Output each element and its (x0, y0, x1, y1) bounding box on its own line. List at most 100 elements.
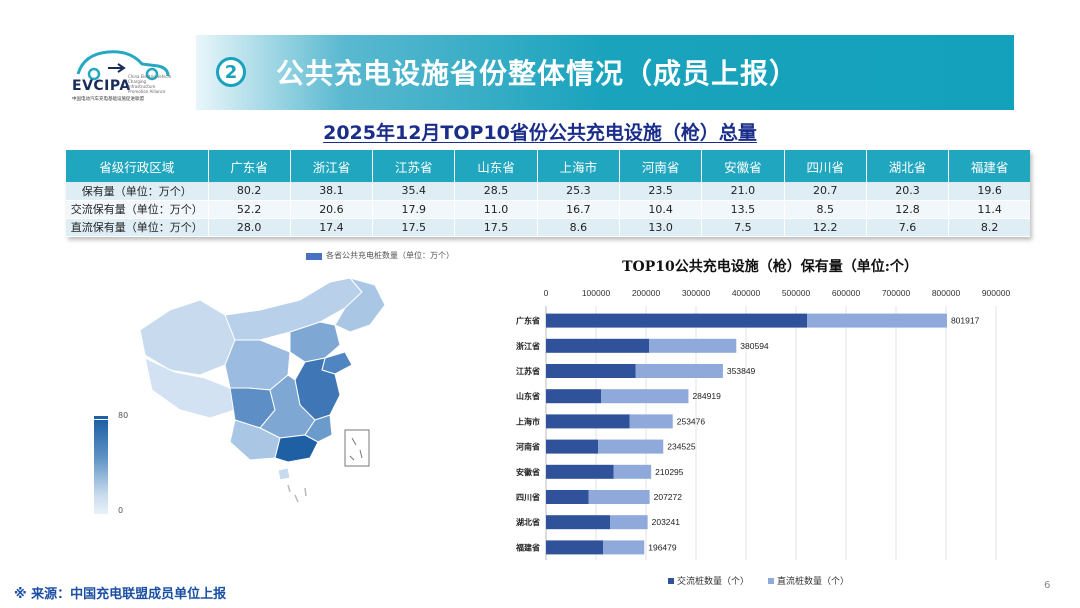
table-cell: 12.8 (866, 200, 950, 219)
table-cell: 17.4 (290, 218, 374, 237)
table-cell: 16.7 (537, 200, 620, 219)
data-label: 284919 (692, 391, 721, 401)
x-tick-label: 300000 (682, 288, 711, 298)
province-header: 河南省 (619, 150, 703, 182)
chart-title: TOP10公共充电设施（枪）保有量（单位:个） (622, 259, 918, 275)
table-cell: 28.5 (454, 182, 538, 201)
table-row: 直流保有量（单位：万个） 28.0 17.4 17.5 17.5 8.6 13.… (66, 218, 1030, 237)
province-header: 湖北省 (866, 150, 950, 182)
province-header: 广东省 (208, 150, 291, 182)
bar-dc (598, 439, 664, 454)
row-label: 保有量（单位：万个） (66, 182, 209, 201)
bar-dc (601, 389, 689, 404)
scale-min-label: 0 (118, 506, 124, 515)
table-cell: 10.4 (619, 200, 703, 219)
table-header-row: 省级行政区域 广东省 浙江省 江苏省 山东省 上海市 河南省 安徽省 四川省 湖… (66, 150, 1030, 182)
category-label: 广东省 (516, 316, 540, 326)
x-tick-label: 600000 (832, 288, 861, 298)
table-cell: 52.2 (208, 200, 291, 219)
category-label: 上海市 (516, 416, 540, 426)
table-cell: 20.6 (290, 200, 374, 219)
logo-text: EVCIPA (72, 78, 131, 94)
x-tick-label: 400000 (732, 288, 761, 298)
table-row: 交流保有量（单位：万个） 52.2 20.6 17.9 11.0 16.7 10… (66, 200, 1030, 219)
category-label: 福建省 (515, 542, 540, 552)
table-cell: 19.6 (948, 182, 1030, 201)
province-header: 浙江省 (290, 150, 374, 182)
bar-ac (546, 464, 614, 479)
bar-dc (807, 313, 947, 328)
x-tick-label: 500000 (782, 288, 811, 298)
south-sea-inset (344, 429, 370, 467)
x-tick-label: 700000 (882, 288, 911, 298)
map-region-hainan (277, 467, 291, 481)
bar-ac (546, 439, 598, 454)
legend-swatch (668, 578, 674, 584)
scale-bar-top (94, 416, 108, 419)
row-label: 直流保有量（单位：万个） (66, 218, 209, 237)
table-cell: 13.5 (701, 200, 785, 219)
x-tick-label: 0 (544, 288, 549, 298)
table-cell: 38.1 (290, 182, 374, 201)
data-label: 253476 (677, 416, 706, 426)
table-cell: 80.2 (208, 182, 291, 201)
page-title: 公共充电设施省份整体情况（成员上报） (276, 57, 799, 90)
province-header: 上海市 (537, 150, 620, 182)
table-cell: 20.7 (784, 182, 867, 201)
scale-max-label: 80 (118, 411, 129, 420)
map-legend-label: 各省公共充电桩数量（单位：万个） (326, 251, 454, 260)
logo-cn-name: 中国电动汽车充电基础设施促进联盟 (72, 97, 144, 102)
x-tick-label: 900000 (982, 288, 1011, 298)
table-cell: 11.4 (948, 200, 1030, 219)
table-cell: 28.0 (208, 218, 291, 237)
category-label: 安徽省 (516, 467, 540, 477)
row-label: 交流保有量（单位：万个） (66, 200, 209, 219)
bar-ac (546, 389, 601, 404)
category-label: 浙江省 (516, 341, 540, 351)
table-cell: 8.6 (537, 218, 620, 237)
legend-label: 直流桩数量（个） (777, 575, 849, 587)
table-row: 保有量（单位：万个） 80.2 38.1 35.4 28.5 25.3 23.5… (66, 182, 1030, 201)
province-header: 山东省 (454, 150, 538, 182)
legend-swatch (768, 578, 774, 584)
data-label: 196479 (648, 542, 677, 552)
category-label: 河南省 (516, 442, 540, 452)
table-cell: 12.2 (784, 218, 867, 237)
data-label: 353849 (727, 366, 756, 376)
bar-ac (546, 414, 630, 429)
bar-dc (588, 490, 650, 504)
table-cell: 25.3 (537, 182, 620, 201)
map-legend-swatch (306, 253, 322, 260)
table-cell: 17.9 (372, 200, 456, 219)
data-label: 210295 (655, 467, 684, 477)
x-tick-label: 200000 (632, 288, 661, 298)
title-banner (196, 35, 1014, 110)
page-number: 6 (1044, 580, 1051, 591)
bar-ac (546, 540, 603, 555)
table-cell: 35.4 (372, 182, 456, 201)
province-header: 安徽省 (701, 150, 785, 182)
table-cell: 7.6 (866, 218, 950, 237)
bar-dc (649, 338, 737, 353)
table-cell: 13.0 (619, 218, 703, 237)
x-tick-label: 100000 (582, 288, 611, 298)
table-title-text: 2025年12月TOP10省份公共充电设施（枪）总量 (323, 122, 757, 144)
table-header-label: 省级行政区域 (66, 150, 209, 182)
bar-ac (546, 515, 610, 530)
section-number-badge: 2 (216, 57, 246, 87)
category-label: 江苏省 (516, 366, 540, 376)
south-sea-dots (287, 484, 307, 503)
bar-dc (629, 414, 673, 429)
legend-label: 交流桩数量（个） (677, 575, 749, 587)
data-label: 801917 (951, 316, 980, 326)
bar-dc (613, 464, 652, 479)
data-label: 380594 (740, 341, 769, 351)
table-cell: 7.5 (701, 218, 785, 237)
table-cell: 8.2 (948, 218, 1030, 237)
table-cell: 8.5 (784, 200, 867, 219)
logo-subtitle: China Electric Vehicle Charging Infrastr… (128, 74, 172, 94)
stacked-bar-chart: 0 100000 200000 300000 400000 500000 600000 700… (515, 288, 1011, 587)
map-color-scale (94, 420, 108, 514)
evcipa-logo (76, 50, 170, 81)
bar-dc (610, 515, 648, 530)
